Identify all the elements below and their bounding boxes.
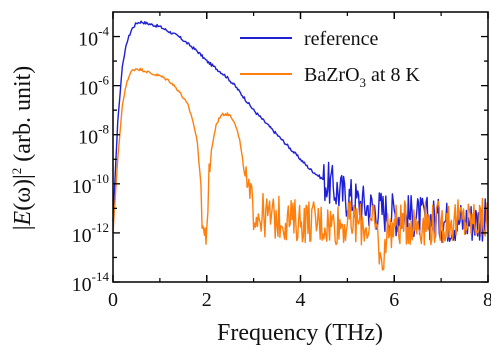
y-tick-label: 10-8 <box>78 122 109 149</box>
y-tick-label: 10-6 <box>78 73 109 100</box>
y-axis-title-omega: (ω) <box>10 179 36 211</box>
series-layer <box>112 20 489 271</box>
y-tick-label: 10-12 <box>72 220 109 247</box>
x-tick-label: 4 <box>296 289 306 311</box>
legend-label-reference: reference <box>304 28 378 50</box>
y-axis-title-bar-right: | <box>10 174 36 179</box>
y-axis-title-unit: (arb. unit) <box>10 66 36 168</box>
x-axis-title: Frequency (THz) <box>217 320 383 346</box>
x-tick-label: 0 <box>108 289 118 311</box>
legend-label-bazro3-pre: BaZrO <box>304 64 360 86</box>
series-line-bazro3-at-8-k <box>112 67 489 271</box>
x-tick-label: 2 <box>202 289 212 311</box>
series-line-reference <box>112 20 489 244</box>
y-tick-label: 10-4 <box>78 24 109 51</box>
ticks-layer: 0 2 4 6 8 10-4 10-6 10-8 10-10 10-12 10-14 <box>72 12 491 311</box>
x-tick-label: 6 <box>389 289 399 311</box>
legend-label-bazro3-post: at 8 K <box>366 64 420 86</box>
x-tick-label: 8 <box>483 289 491 311</box>
y-tick-label: 10-14 <box>72 269 110 296</box>
legend-label-bazro3: BaZrO3 at 8 K <box>304 64 420 90</box>
y-tick-label: 10-10 <box>72 171 109 198</box>
legend-label-bazro3-sub: 3 <box>360 75 367 90</box>
y-axis-title: |E(ω)|2 (arb. unit) <box>9 66 36 231</box>
y-axis-title-e: E <box>10 210 36 226</box>
y-axis-title-bar-left: | <box>10 225 36 230</box>
legend: reference BaZrO3 at 8 K <box>240 28 420 90</box>
y-axis-title-square: 2 <box>9 168 24 175</box>
